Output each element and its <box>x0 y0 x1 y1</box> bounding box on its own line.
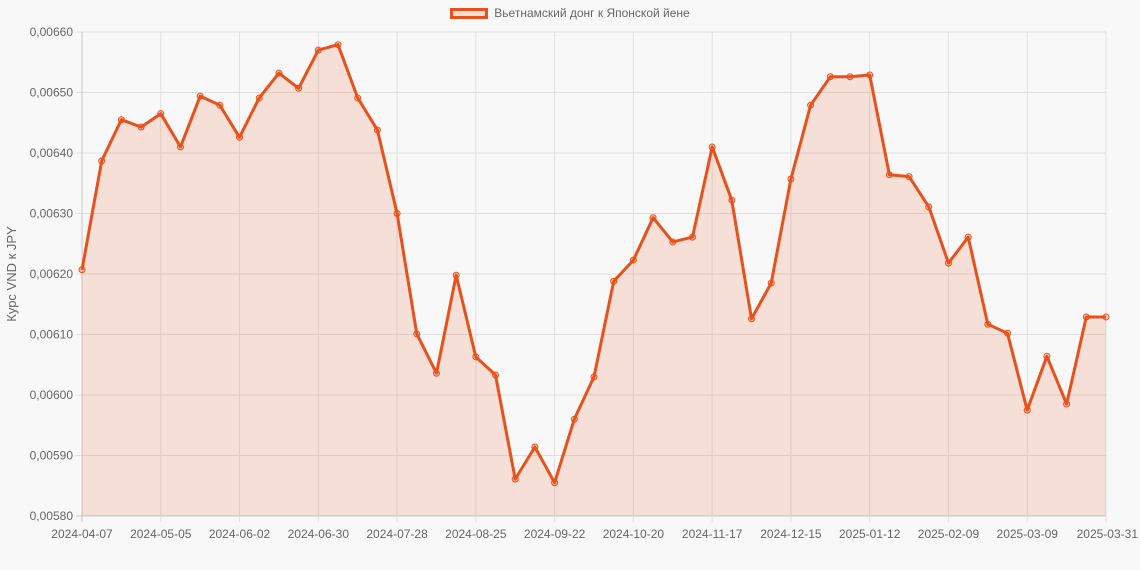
data-point[interactable] <box>846 73 854 81</box>
x-tick-label: 2024-06-02 <box>209 527 271 541</box>
data-point[interactable] <box>1004 329 1012 337</box>
x-tick-label: 2024-05-05 <box>130 527 192 541</box>
x-tick-label: 2024-09-22 <box>524 527 586 541</box>
data-point[interactable] <box>373 126 381 134</box>
series-area <box>82 44 1106 516</box>
data-point[interactable] <box>964 233 972 241</box>
x-tick-label: 2024-06-30 <box>288 527 350 541</box>
data-point[interactable] <box>984 320 992 328</box>
x-tick-label: 2025-03-09 <box>997 527 1059 541</box>
data-point[interactable] <box>1102 313 1110 321</box>
data-point[interactable] <box>807 101 815 109</box>
data-point[interactable] <box>570 415 578 423</box>
y-tick-label: 0,00660 <box>30 25 74 39</box>
data-point[interactable] <box>295 84 303 92</box>
data-point[interactable] <box>728 196 736 204</box>
data-point[interactable] <box>314 46 322 54</box>
data-point[interactable] <box>117 116 125 124</box>
x-tick-label: 2025-03-31 <box>1077 527 1139 541</box>
data-point[interactable] <box>629 256 637 264</box>
data-point[interactable] <box>511 475 519 483</box>
legend-label: Вьетнамский донг к Японской йене <box>494 6 690 20</box>
data-point[interactable] <box>590 373 598 381</box>
data-point[interactable] <box>176 143 184 151</box>
data-point[interactable] <box>708 143 716 151</box>
data-point[interactable] <box>216 101 224 109</box>
data-point[interactable] <box>649 214 657 222</box>
data-point[interactable] <box>767 279 775 287</box>
data-point[interactable] <box>492 371 500 379</box>
data-point[interactable] <box>98 157 106 165</box>
chart-legend[interactable]: Вьетнамский донг к Японской йене <box>0 6 1140 20</box>
x-tick-label: 2024-08-25 <box>445 527 507 541</box>
data-point[interactable] <box>885 171 893 179</box>
data-point[interactable] <box>393 210 401 217</box>
data-point[interactable] <box>78 266 86 274</box>
data-point[interactable] <box>551 479 559 487</box>
y-tick-label: 0,00640 <box>30 146 74 160</box>
data-point[interactable] <box>866 71 874 79</box>
series-line <box>80 43 1106 485</box>
data-point[interactable] <box>452 271 460 279</box>
data-point[interactable] <box>413 330 421 338</box>
y-tick-label: 0,00650 <box>30 86 74 100</box>
data-point[interactable] <box>1043 352 1051 360</box>
y-tick-label: 0,00610 <box>30 328 74 342</box>
data-point[interactable] <box>669 238 677 246</box>
data-point[interactable] <box>157 110 165 118</box>
data-point[interactable] <box>137 123 145 131</box>
data-point[interactable] <box>1063 400 1071 408</box>
data-point[interactable] <box>748 315 756 323</box>
data-point[interactable] <box>472 353 480 361</box>
x-tick-label: 2025-01-12 <box>839 527 901 541</box>
x-tick-label: 2024-11-17 <box>682 527 743 541</box>
data-point[interactable] <box>255 94 263 102</box>
series-points <box>78 41 1110 487</box>
data-point[interactable] <box>236 133 244 141</box>
data-point[interactable] <box>610 277 618 285</box>
y-axis-labels: 0,00660 0,00650 0,00640 0,00630 0,00620 0,006… <box>30 25 74 523</box>
y-tick-label: 0,00630 <box>30 207 74 221</box>
data-point[interactable] <box>432 369 440 377</box>
data-point[interactable] <box>1082 313 1090 321</box>
y-axis-title: Курс VND к JPY <box>4 226 19 322</box>
x-tick-label: 2025-02-09 <box>918 527 980 541</box>
data-point[interactable] <box>688 233 696 241</box>
x-tick-label: 2024-04-07 <box>51 527 113 541</box>
data-point[interactable] <box>925 203 933 211</box>
data-point[interactable] <box>1023 406 1031 414</box>
legend-swatch <box>450 7 489 19</box>
y-tick-label: 0,00590 <box>30 449 74 463</box>
x-tick-label: 2024-12-15 <box>760 527 822 541</box>
data-point[interactable] <box>334 41 342 49</box>
x-tick-label: 2024-10-20 <box>603 527 665 541</box>
y-tick-label: 0,00580 <box>30 509 74 523</box>
data-point[interactable] <box>787 175 795 183</box>
data-point[interactable] <box>354 94 362 102</box>
data-point[interactable] <box>275 69 283 77</box>
data-point[interactable] <box>196 92 204 100</box>
y-tick-label: 0,00600 <box>30 388 74 402</box>
data-point[interactable] <box>826 73 834 81</box>
data-point[interactable] <box>905 173 913 181</box>
data-point[interactable] <box>531 443 539 451</box>
data-point[interactable] <box>944 259 952 267</box>
x-tick-label: 2024-07-28 <box>366 527 428 541</box>
y-tick-label: 0,00620 <box>30 267 74 281</box>
x-axis-labels: 2024-04-07 2024-05-05 2024-06-02 2024-06-30… <box>51 527 1138 541</box>
